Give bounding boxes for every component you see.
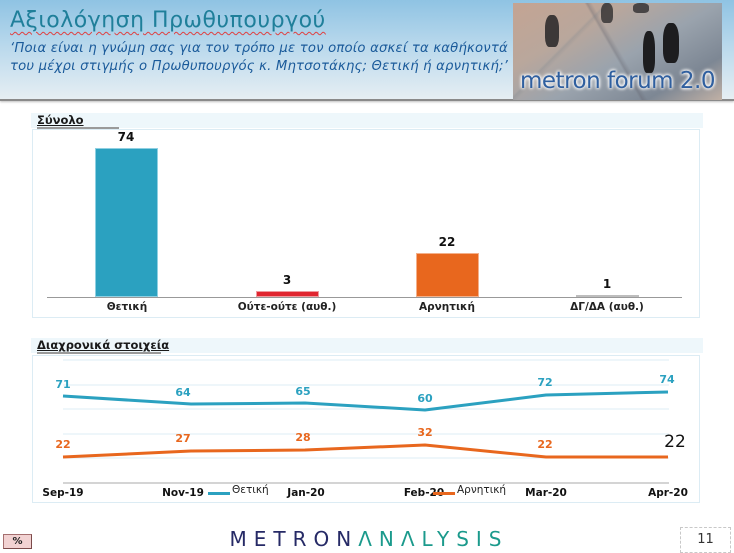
metron-analysis-logo: METRONΛNΛLYSIS (224, 527, 514, 551)
section-header-total: Σύνολο (31, 113, 703, 129)
x-label: Mar-20 (525, 487, 567, 499)
bar-value-negative: 22 (438, 235, 456, 249)
survey-question: ‘Ποια είναι η γνώμη σας για τον τρόπο με… (10, 41, 509, 74)
point-label-negative: 22 (55, 438, 71, 451)
section-label-total: Σύνολο (37, 113, 84, 127)
point-label-negative: 27 (175, 432, 191, 445)
slide-title: Αξιολόγηση Πρωθυπουργού (10, 8, 326, 33)
section-header-trend: Διαχρονικά στοιχεία (31, 338, 703, 354)
point-label-positive: 74 (659, 373, 675, 386)
legend-label-positive: Θετική (232, 484, 269, 496)
point-label-negative: 22 (537, 438, 553, 451)
bar-chart: 74 3 22 1 Θετική Ούτε-ούτε (αυθ.) Αρνητι… (32, 129, 700, 318)
percent-badge: % (3, 534, 32, 549)
point-label-positive: 71 (55, 378, 71, 391)
brand-part-2: ΛNΛLYSIS (358, 527, 509, 551)
bar-value-neutral: 3 (282, 273, 292, 287)
bar-negative (416, 253, 479, 297)
slide-header: Αξιολόγηση Πρωθυπουργού ‘Ποια είναι η γν… (0, 0, 734, 101)
bar-dk (576, 295, 639, 297)
bar-axis-line (47, 297, 682, 298)
legend-swatch-negative (433, 492, 455, 495)
x-label: Nov-19 (162, 487, 204, 499)
category-label-negative: Αρνητική (419, 301, 475, 313)
point-label-positive: 64 (175, 386, 191, 399)
x-label: Sep-19 (42, 487, 84, 499)
x-label: Jan-20 (287, 487, 325, 499)
point-label-negative: 32 (417, 426, 433, 439)
point-label-positive: 60 (417, 392, 433, 405)
line-chart-plot (62, 359, 669, 484)
category-label-positive: Θετική (106, 301, 148, 313)
section-underline (37, 127, 119, 129)
category-label-neutral: Ούτε-ούτε (αυθ.) (237, 301, 337, 313)
section-underline (37, 352, 161, 354)
legend-swatch-positive (208, 492, 230, 495)
page-number: 11 (680, 527, 731, 553)
metron-forum-logo: metron forum 2.0 (513, 3, 722, 100)
category-label-dk: ΔΓ/ΔΑ (αυθ.) (570, 301, 644, 313)
legend-label-negative: Αρνητική (457, 484, 507, 496)
point-label-positive: 72 (537, 376, 553, 389)
section-label-trend: Διαχρονικά στοιχεία (37, 338, 170, 352)
bar-positive (95, 148, 158, 297)
bar-value-dk: 1 (602, 277, 612, 291)
logo-text: metron forum 2.0 (520, 68, 715, 94)
point-label-negative: 28 (295, 431, 311, 444)
x-label: Apr-20 (648, 487, 688, 499)
bar-neutral (256, 291, 319, 297)
point-label-positive: 65 (295, 385, 311, 398)
bar-value-positive: 74 (117, 130, 135, 144)
point-label-negative-last: 22 (664, 432, 686, 452)
line-chart: 71 64 65 60 72 74 22 27 28 32 22 22 Sep-… (32, 355, 700, 503)
x-label: Feb-20 (403, 487, 445, 499)
brand-part-1: METRON (229, 527, 359, 551)
